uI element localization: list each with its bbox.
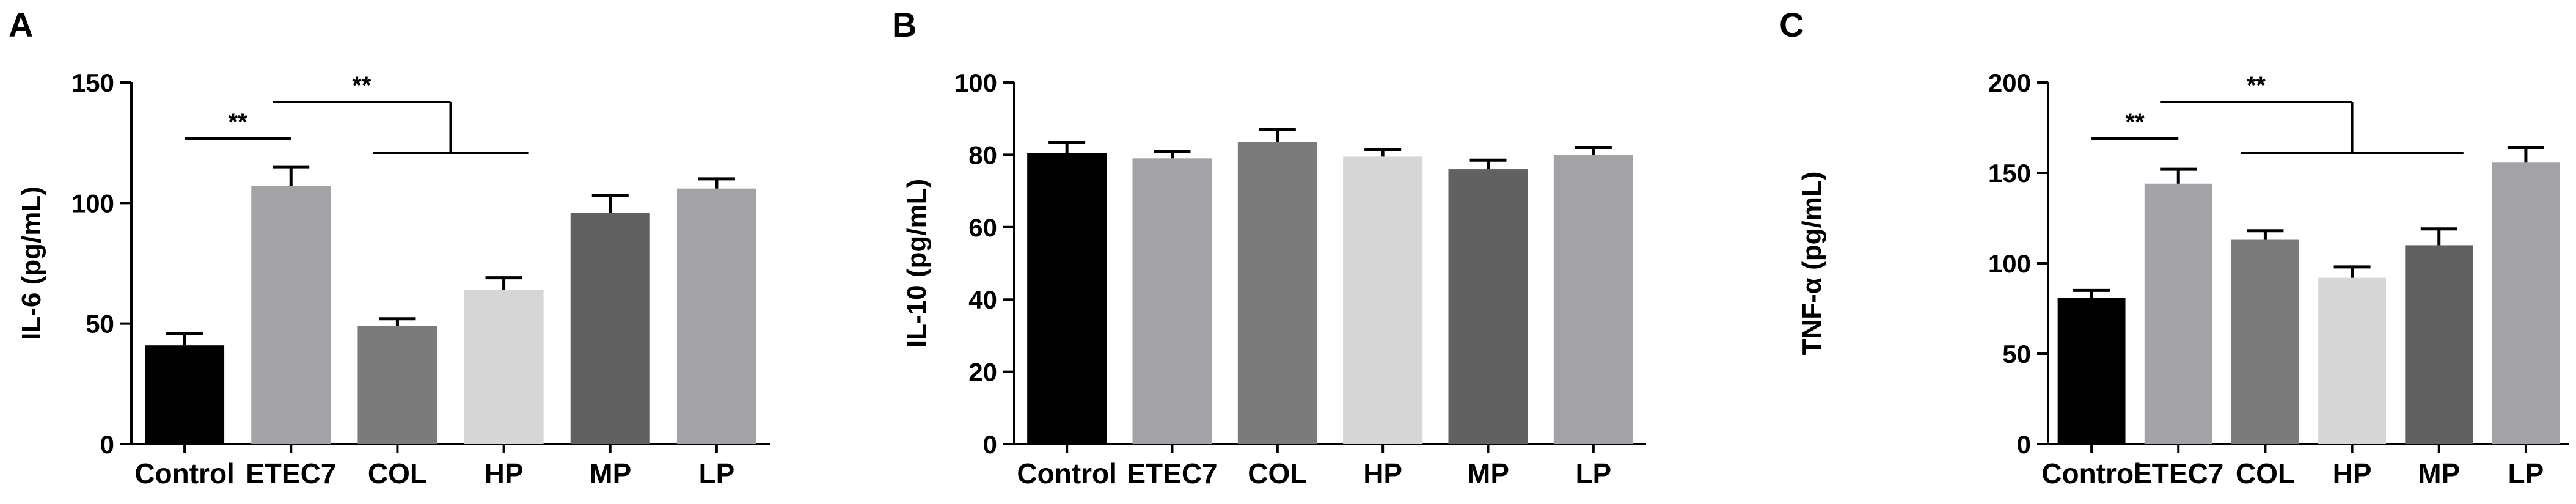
x-tick-label: ETEC7 — [2133, 458, 2223, 489]
bar-hp — [2318, 277, 2387, 444]
x-tick-label: HP — [1363, 458, 1402, 489]
bar-lp — [676, 188, 756, 444]
bar-etec7 — [1132, 158, 1212, 444]
bar-etec7 — [2144, 183, 2212, 444]
chart-panel-a: A 0 50 100 150 IL-6 (pg/mL) Control ETEC7 COL HP M… — [9, 5, 770, 489]
y-tick-label: 100 — [1988, 249, 2031, 278]
bar-mp — [570, 213, 650, 444]
x-tick-label: HP — [2333, 458, 2372, 489]
x-tick-label: COL — [2236, 458, 2295, 489]
x-tick-label: LP — [699, 458, 735, 489]
bar-hp — [464, 290, 544, 444]
panel-letter: B — [892, 5, 917, 44]
significance-label: ** — [352, 72, 371, 99]
y-tick-label: 80 — [968, 141, 997, 169]
x-tick-label: COL — [368, 458, 427, 489]
x-tick-label: LP — [1575, 458, 1611, 489]
y-tick-label: 40 — [968, 285, 997, 314]
y-axis-title: IL-10 (pg/mL) — [902, 179, 932, 348]
x-tick-label: LP — [2508, 458, 2544, 489]
x-tick-label: MP — [1467, 458, 1509, 489]
x-tick-label: MP — [2418, 458, 2460, 489]
x-tick-label: Control — [2041, 458, 2142, 489]
bar-hp — [1343, 156, 1423, 444]
x-tick-label: ETEC7 — [246, 458, 336, 489]
x-tick-label: Control — [134, 458, 235, 489]
bar-col — [357, 326, 437, 444]
y-tick-label: 100 — [71, 189, 114, 217]
chart-panel-b: B 0 20 40 60 80 100 IL-10 (pg/mL) Control ETEC7 CO… — [892, 5, 1646, 489]
bar-lp — [2492, 162, 2560, 444]
significance-label: ** — [2247, 72, 2266, 99]
y-axis-title: IL-6 (pg/mL) — [16, 186, 46, 340]
x-tick-label: MP — [589, 458, 631, 489]
y-tick-label: 0 — [2017, 430, 2031, 459]
y-tick-label: 150 — [71, 68, 114, 97]
x-tick-label: ETEC7 — [1127, 458, 1217, 489]
bar-control — [1027, 153, 1107, 444]
y-tick-label: 50 — [2002, 340, 2031, 368]
bar-mp — [2405, 245, 2473, 444]
bar-lp — [1553, 155, 1633, 444]
y-tick-label: 200 — [1988, 68, 2031, 97]
x-tick-label: HP — [485, 458, 524, 489]
y-tick-label: 0 — [100, 430, 114, 459]
x-tick-label: Control — [1017, 458, 1117, 489]
y-tick-label: 20 — [968, 358, 997, 387]
panel-letter: A — [9, 5, 33, 44]
y-tick-label: 60 — [968, 213, 997, 242]
bar-col — [2231, 239, 2299, 444]
y-tick-label: 0 — [983, 430, 997, 459]
bar-control — [145, 345, 225, 444]
significance-label: ** — [229, 109, 248, 136]
bar-control — [2057, 298, 2126, 444]
bar-mp — [1448, 169, 1528, 444]
y-tick-label: 50 — [86, 310, 114, 338]
panel-letter: C — [1779, 5, 1804, 44]
y-axis-title: TNF-α (pg/mL) — [1797, 172, 1827, 356]
bar-etec7 — [251, 186, 331, 444]
bar-col — [1237, 142, 1317, 444]
y-tick-label: 100 — [954, 68, 997, 97]
x-tick-label: COL — [1248, 458, 1307, 489]
significance-label: ** — [2126, 109, 2145, 136]
y-tick-label: 150 — [1988, 159, 2031, 188]
